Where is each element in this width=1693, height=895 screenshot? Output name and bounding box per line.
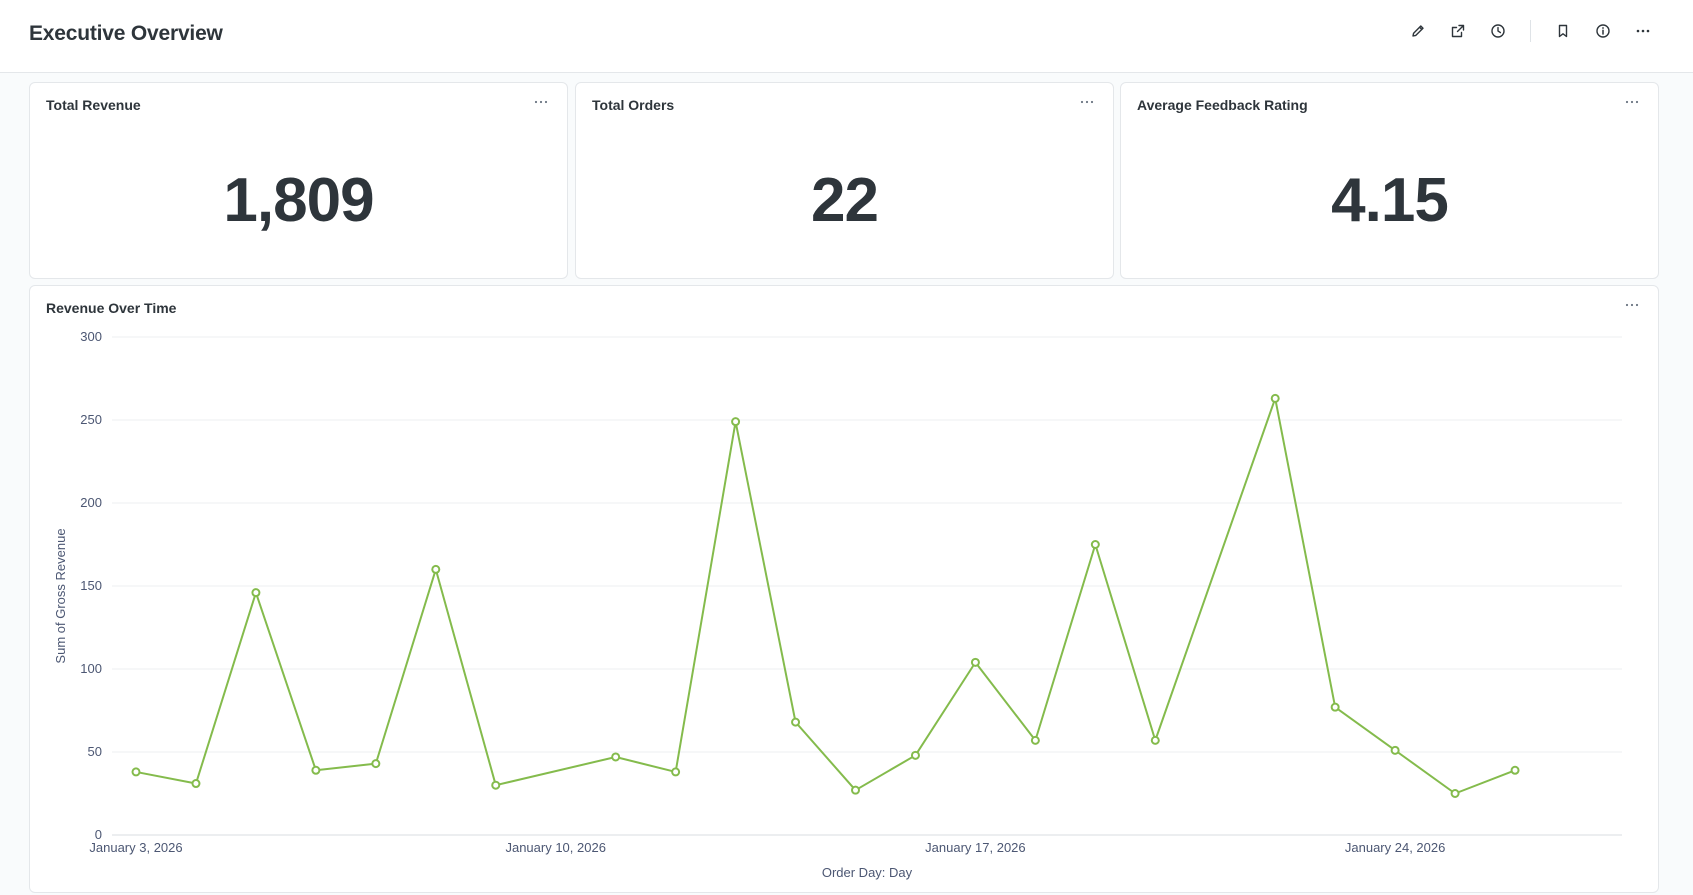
card-menu-button[interactable] [1075, 92, 1099, 112]
x-tick-label: January 24, 2026 [1345, 840, 1445, 855]
edit-button[interactable] [1405, 18, 1431, 44]
y-axis-title: Sum of Gross Revenue [53, 528, 68, 663]
more-icon [1080, 100, 1094, 104]
pencil-icon [1412, 25, 1424, 37]
info-icon [1596, 24, 1610, 38]
data-point [910, 750, 920, 760]
more-button[interactable] [1630, 18, 1656, 44]
line-chart: 0 50 100 150 200 250 300 January 3, 2026 January… [53, 329, 1622, 880]
y-tick-label: 250 [80, 412, 102, 427]
total-revenue-card: Total Revenue 1,809 [29, 82, 568, 279]
y-tick-label: 200 [80, 495, 102, 510]
data-point [431, 564, 441, 574]
bookmark-button[interactable] [1550, 18, 1576, 44]
scalar-value: 22 [811, 166, 879, 235]
data-point [311, 765, 321, 775]
history-button[interactable] [1485, 18, 1511, 44]
share-icon [1451, 24, 1465, 38]
card-menu-button[interactable] [529, 92, 553, 112]
data-point [1390, 745, 1400, 755]
dashboard-title: Executive Overview [29, 22, 223, 45]
series-line [135, 397, 1516, 795]
data-point [671, 767, 681, 777]
data-point [611, 752, 621, 762]
x-tick-label: January 3, 2026 [89, 840, 182, 855]
scalar-value: 4.15 [1331, 166, 1449, 235]
card-title: Total Revenue [46, 97, 141, 113]
data-point [1090, 540, 1100, 549]
more-icon [1636, 29, 1650, 33]
y-tick-label: 50 [88, 744, 102, 759]
bookmark-icon [1558, 24, 1568, 38]
total-orders-card: Total Orders 22 [575, 82, 1114, 279]
y-tick-label: 150 [80, 578, 102, 593]
share-button[interactable] [1445, 18, 1471, 44]
data-point [851, 785, 860, 795]
data-point [1150, 735, 1160, 745]
data-point [251, 588, 261, 598]
data-point [371, 759, 381, 769]
more-icon [534, 100, 548, 104]
x-tick-label: January 10, 2026 [505, 840, 605, 855]
more-icon [1625, 100, 1639, 104]
y-tick-label: 100 [80, 661, 102, 676]
dashboard-header: Executive Overview [0, 0, 1693, 73]
info-button[interactable] [1590, 18, 1616, 44]
more-icon [1625, 303, 1639, 307]
data-point [731, 417, 741, 427]
data-point [1450, 789, 1460, 798]
card-title: Average Feedback Rating [1137, 97, 1308, 113]
data-point [1270, 393, 1280, 403]
data-point [191, 779, 201, 789]
data-point [970, 657, 980, 667]
card-menu-button[interactable] [1620, 295, 1644, 315]
data-point [1030, 735, 1040, 745]
revenue-over-time-card: Revenue Over Time 0 50 100 150 200 250 300 Janu… [29, 285, 1659, 893]
y-tick-label: 0 [95, 827, 102, 842]
clock-icon [1491, 24, 1505, 38]
x-tick-label: January 17, 2026 [925, 840, 1025, 855]
x-axis-title: Order Day: Day [822, 865, 913, 880]
data-point [1330, 702, 1340, 712]
header-divider [1530, 20, 1531, 42]
scalar-value: 1,809 [223, 166, 374, 235]
card-menu-button[interactable] [1620, 92, 1644, 112]
data-point [131, 767, 141, 777]
card-title: Revenue Over Time [46, 300, 177, 316]
card-title: Total Orders [592, 97, 675, 113]
data-point [491, 780, 501, 790]
data-point [791, 717, 801, 727]
data-point [1510, 765, 1520, 775]
y-tick-label: 300 [80, 329, 102, 344]
average-feedback-rating-card: Average Feedback Rating 4.15 [1120, 82, 1659, 279]
